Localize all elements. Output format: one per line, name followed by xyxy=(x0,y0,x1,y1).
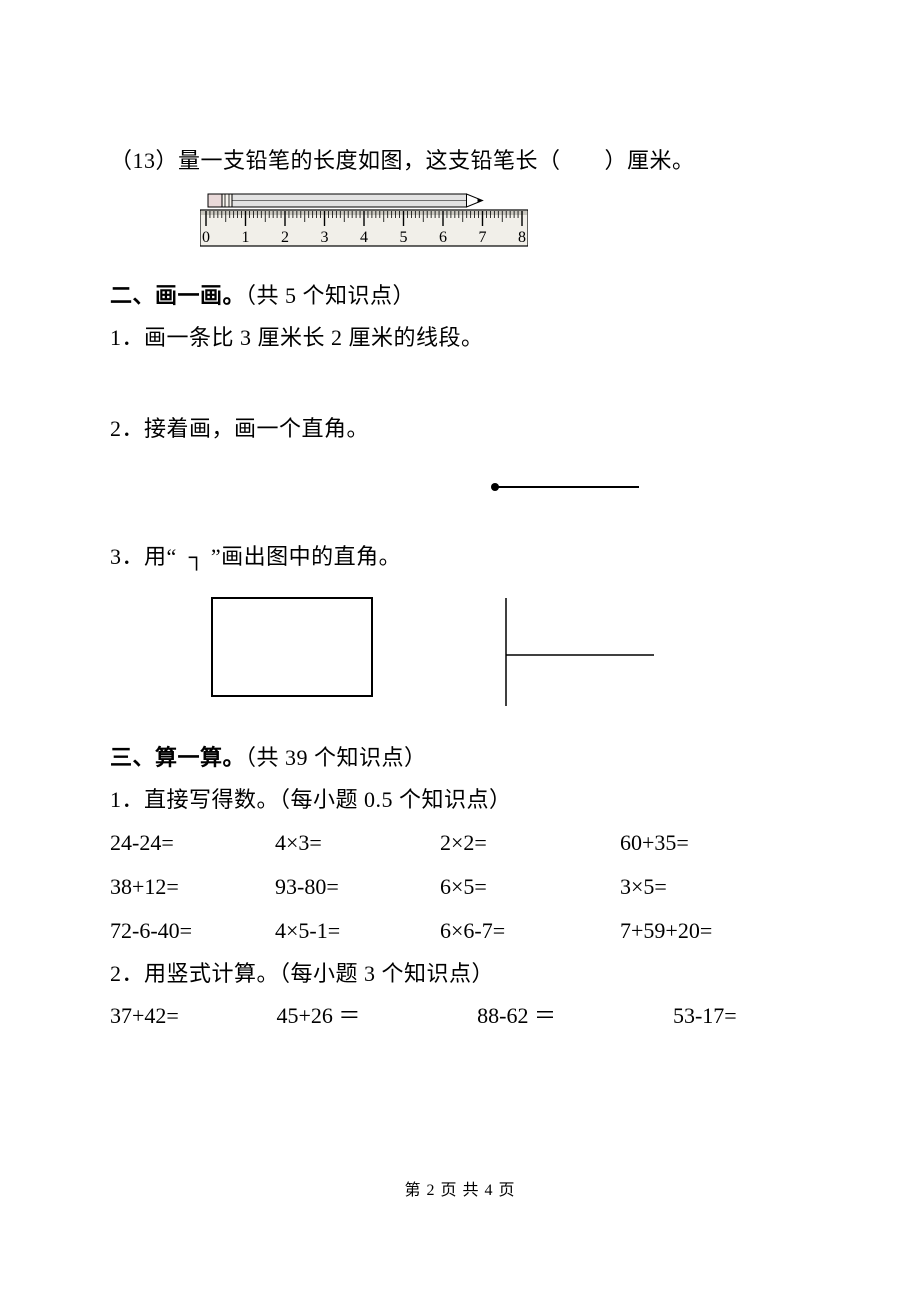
section2-title-bold: 二、画一画。 xyxy=(110,283,245,308)
s2-q2-space xyxy=(110,450,810,536)
s2-q3: 3．用“ ┐ ”画出图中的直角。 xyxy=(110,536,810,578)
calc-cell: 4×5-1= xyxy=(275,909,440,953)
s3-sub1: 1．直接写得数。（每小题 0.5 个知识点） xyxy=(110,779,810,821)
s2-q3-a: 3．用“ xyxy=(110,544,177,569)
line-svg xyxy=(490,481,640,493)
svg-text:0: 0 xyxy=(202,229,210,246)
s2-q3-b: ”画出图中的直角。 xyxy=(211,544,401,569)
calc-cell: 7+59+20= xyxy=(620,909,790,953)
shapes-row xyxy=(110,596,810,711)
s2-q1-space xyxy=(110,358,810,408)
line-with-dot xyxy=(490,480,640,498)
section2-title: 二、画一画。（共 5 个知识点） xyxy=(110,275,810,317)
svg-text:7: 7 xyxy=(479,229,487,246)
footer-b: 页 共 xyxy=(435,1182,484,1199)
svg-text:3: 3 xyxy=(321,229,329,246)
ruler-figure: 0 1 2 3 4 5 6 7 8 xyxy=(200,190,810,253)
calc-cell: 72-6-40= xyxy=(110,909,275,953)
q13-line: （13）量一支铅笔的长度如图，这支铅笔长（ ）厘米。 xyxy=(110,140,810,182)
page-footer: 第 2 页 共 4 页 xyxy=(0,1176,920,1200)
t-shape xyxy=(504,596,659,711)
ruler-svg: 0 1 2 3 4 5 6 7 8 xyxy=(200,190,528,248)
calc-cell: 45+26 ＝ xyxy=(276,994,477,1038)
calc-cell: 60+35= xyxy=(620,821,790,865)
footer-total: 4 xyxy=(485,1182,494,1199)
svg-text:2: 2 xyxy=(281,229,289,246)
q13-text-a: （13）量一支铅笔的长度如图，这支铅笔长（ xyxy=(110,148,561,173)
s2-q1: 1．画一条比 3 厘米长 2 厘米的线段。 xyxy=(110,317,810,359)
calc-cell: 24-24= xyxy=(110,821,275,865)
rectangle-shape xyxy=(210,596,374,698)
section2-title-rest: （共 5 个知识点） xyxy=(245,283,415,308)
calc-cell: 88-62 ＝ xyxy=(477,994,673,1038)
svg-text:5: 5 xyxy=(400,229,408,246)
footer-c: 页 xyxy=(494,1182,516,1199)
calc-row-3: 72-6-40= 4×5-1= 6×6-7= 7+59+20= xyxy=(110,909,810,953)
svg-text:4: 4 xyxy=(360,229,368,246)
q13-text-b: ）厘米。 xyxy=(605,148,695,173)
calc-cell: 6×5= xyxy=(440,865,620,909)
calc-cell: 6×6-7= xyxy=(440,909,620,953)
q13-blank xyxy=(561,148,605,173)
s2-q2: 2．接着画，画一个直角。 xyxy=(110,408,810,450)
calc-cell: 37+42= xyxy=(110,994,276,1038)
section3-title: 三、算一算。（共 39 个知识点） xyxy=(110,737,810,779)
svg-text:8: 8 xyxy=(518,229,526,246)
s3-sub2: 2．用竖式计算。（每小题 3 个知识点） xyxy=(110,953,810,995)
right-angle-symbol: ┐ xyxy=(189,544,205,569)
footer-a: 第 xyxy=(404,1182,426,1199)
svg-text:1: 1 xyxy=(242,229,250,246)
calc-cell: 53-17= xyxy=(673,994,810,1038)
calc-cell: 4×3= xyxy=(275,821,440,865)
calc-cell: 93-80= xyxy=(275,865,440,909)
calc-cell: 38+12= xyxy=(110,865,275,909)
section3-title-bold: 三、算一算。 xyxy=(110,745,245,770)
calc-row-1: 24-24= 4×3= 2×2= 60+35= xyxy=(110,821,810,865)
vert-row: 37+42= 45+26 ＝ 88-62 ＝ 53-17= xyxy=(110,994,810,1038)
calc-cell: 2×2= xyxy=(440,821,620,865)
calc-row-2: 38+12= 93-80= 6×5= 3×5= xyxy=(110,865,810,909)
svg-text:6: 6 xyxy=(439,229,447,246)
section3-title-rest: （共 39 个知识点） xyxy=(245,745,427,770)
calc-cell: 3×5= xyxy=(620,865,790,909)
